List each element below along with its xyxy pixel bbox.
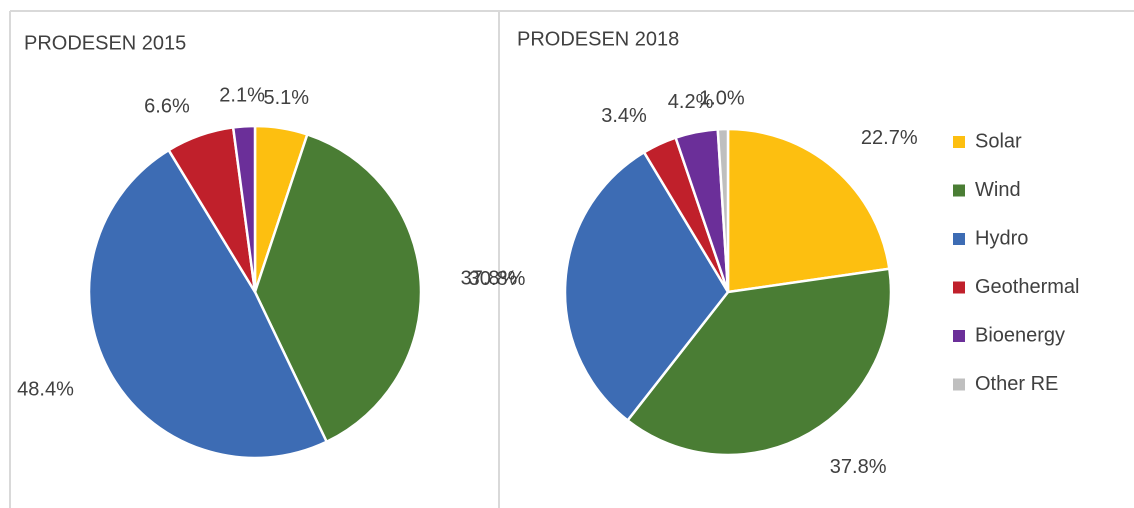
- legend-label: Wind: [975, 179, 1021, 201]
- legend-label: Geothermal: [975, 276, 1080, 298]
- legend-label: Solar: [975, 130, 1022, 152]
- data-label: 6.6%: [144, 95, 190, 117]
- data-label: 4.2%: [668, 91, 714, 113]
- legend-label: Bioenergy: [975, 324, 1065, 346]
- legend-marker: [953, 281, 965, 294]
- chart-title: PRODESEN 2015: [24, 32, 186, 54]
- data-label: 2.1%: [219, 85, 265, 107]
- legend-label: Hydro: [975, 227, 1028, 249]
- data-label: 48.4%: [17, 378, 74, 400]
- legend-marker: [953, 378, 965, 391]
- data-label: 1.0%: [699, 87, 745, 109]
- data-label: 22.7%: [861, 127, 918, 149]
- legend-marker: [953, 233, 965, 245]
- pie-slice: [625, 267, 893, 457]
- data-label: 3.4%: [601, 105, 647, 127]
- pie-slice: [726, 127, 891, 294]
- legend-marker: [953, 330, 965, 342]
- pie-slice: [716, 127, 730, 293]
- legend-marker: [953, 136, 965, 148]
- chart-title: PRODESEN 2018: [517, 28, 679, 50]
- pie-slice: [563, 150, 730, 423]
- data-label: 30.8%: [469, 268, 526, 290]
- pie-slice: [87, 148, 329, 460]
- pie-slice: [253, 132, 423, 444]
- data-label: 37.8%: [461, 267, 518, 289]
- data-label: 37.8%: [830, 456, 887, 478]
- legend-marker: [953, 184, 965, 197]
- data-label: 5.1%: [263, 87, 309, 109]
- pie-slice: [231, 124, 257, 293]
- legend-label: Other RE: [975, 373, 1058, 395]
